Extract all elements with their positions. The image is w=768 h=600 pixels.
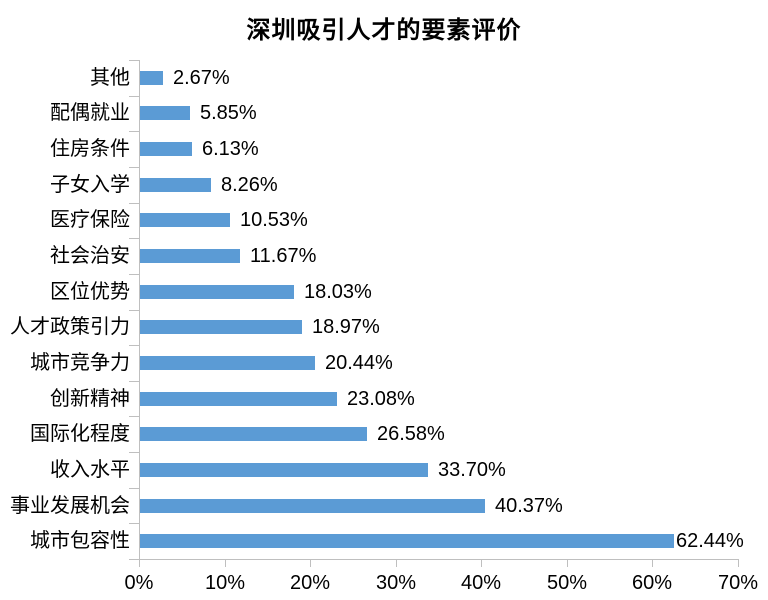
- bar: [140, 392, 337, 406]
- x-axis-tick: [139, 559, 140, 567]
- category-label: 配偶就业: [50, 102, 130, 124]
- value-label: 23.08%: [347, 388, 415, 410]
- x-axis-tick-label: 60%: [631, 572, 673, 594]
- bar: [140, 213, 230, 227]
- y-axis-tick: [129, 416, 139, 417]
- y-axis-tick: [129, 60, 139, 61]
- bar: [140, 142, 192, 156]
- value-label: 2.67%: [173, 67, 230, 89]
- bar: [140, 427, 367, 441]
- bar: [140, 249, 240, 263]
- x-axis-tick: [738, 559, 739, 567]
- value-label: 8.26%: [221, 174, 278, 196]
- x-axis-tick-label: 40%: [460, 572, 502, 594]
- bar: [140, 71, 163, 85]
- bar: [140, 534, 674, 548]
- value-label: 18.03%: [304, 281, 372, 303]
- x-axis-tick: [396, 559, 397, 567]
- y-axis-tick: [129, 203, 139, 204]
- x-axis-line: [139, 559, 739, 560]
- category-label: 其他: [90, 67, 130, 89]
- value-label: 6.13%: [202, 138, 259, 160]
- bar: [140, 463, 428, 477]
- x-axis-tick-label: 70%: [717, 572, 759, 594]
- category-label: 城市包容性: [30, 530, 130, 552]
- y-axis-tick: [129, 238, 139, 239]
- value-label: 20.44%: [325, 352, 393, 374]
- value-label: 33.70%: [438, 459, 506, 481]
- category-label: 国际化程度: [30, 423, 130, 445]
- x-axis-tick-label: 10%: [204, 572, 246, 594]
- bar: [140, 320, 302, 334]
- category-label: 区位优势: [50, 281, 130, 303]
- y-axis-line: [139, 60, 140, 559]
- bar: [140, 178, 211, 192]
- x-axis-tick: [481, 559, 482, 567]
- y-axis-tick: [129, 345, 139, 346]
- value-label: 5.85%: [200, 102, 257, 124]
- x-axis-tick: [652, 559, 653, 567]
- value-label: 62.44%: [676, 530, 744, 552]
- y-axis-tick: [129, 167, 139, 168]
- value-label: 11.67%: [250, 245, 317, 267]
- x-axis-tick-label: 50%: [546, 572, 588, 594]
- value-label: 10.53%: [240, 209, 308, 231]
- x-axis-tick: [567, 559, 568, 567]
- x-axis-tick-label: 20%: [289, 572, 331, 594]
- value-label: 40.37%: [495, 495, 563, 517]
- y-axis-tick: [129, 523, 139, 524]
- bar: [140, 106, 190, 120]
- y-axis-tick: [129, 381, 139, 382]
- value-label: 26.58%: [377, 423, 445, 445]
- category-label: 住房条件: [50, 138, 130, 160]
- bar: [140, 499, 485, 513]
- x-axis-tick-label: 0%: [124, 572, 154, 594]
- bar: [140, 285, 294, 299]
- x-axis-tick-label: 30%: [375, 572, 417, 594]
- category-label: 人才政策引力: [10, 316, 130, 338]
- category-label: 事业发展机会: [10, 495, 130, 517]
- x-axis-tick: [310, 559, 311, 567]
- y-axis-tick: [129, 488, 139, 489]
- category-label: 社会治安: [50, 245, 130, 267]
- y-axis-tick: [129, 559, 139, 560]
- y-axis-tick: [129, 131, 139, 132]
- x-axis-tick: [225, 559, 226, 567]
- category-label: 创新精神: [50, 388, 130, 410]
- y-axis-tick: [129, 274, 139, 275]
- value-label: 18.97%: [312, 316, 380, 338]
- category-label: 城市竞争力: [30, 352, 130, 374]
- category-label: 医疗保险: [50, 209, 130, 231]
- bar: [140, 356, 315, 370]
- y-axis-tick: [129, 452, 139, 453]
- chart-title: 深圳吸引人才的要素评价: [246, 17, 522, 44]
- y-axis-tick: [129, 96, 139, 97]
- category-label: 子女入学: [50, 174, 130, 196]
- category-label: 收入水平: [50, 459, 130, 481]
- y-axis-tick: [129, 310, 139, 311]
